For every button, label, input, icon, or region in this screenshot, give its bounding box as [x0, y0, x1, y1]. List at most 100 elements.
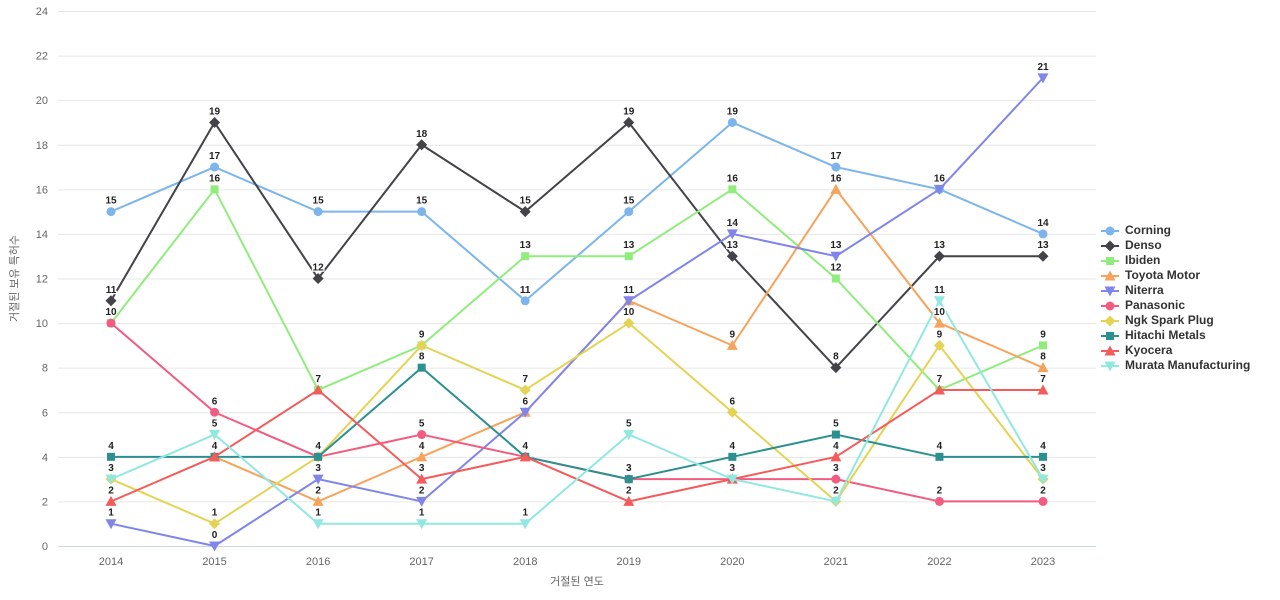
data-point-marker[interactable]	[519, 519, 531, 530]
legend-item-niterra[interactable]: Niterra	[1100, 283, 1250, 298]
data-point-marker[interactable]	[209, 541, 221, 552]
series-kyocera[interactable]	[105, 384, 1049, 506]
data-point-marker[interactable]	[210, 185, 219, 194]
legend-item-hitachi-metals[interactable]: Hitachi Metals	[1100, 328, 1250, 343]
legend-item-ibiden[interactable]: Ibiden	[1100, 253, 1250, 268]
series-ibiden[interactable]	[107, 185, 1047, 394]
data-point-marker[interactable]	[728, 185, 737, 194]
data-point-marker[interactable]	[623, 430, 635, 441]
data-point-marker[interactable]	[933, 339, 945, 351]
data-point-marker[interactable]	[105, 474, 117, 485]
data-point-marker[interactable]	[728, 452, 737, 461]
data-point-marker[interactable]	[624, 475, 633, 484]
data-point-marker[interactable]	[830, 496, 842, 507]
legend-series-marker-icon	[1101, 331, 1119, 340]
legend-item-kyocera[interactable]: Kyocera	[1100, 343, 1250, 358]
data-point-marker[interactable]	[726, 229, 738, 240]
legend-label: Ngk Spark Plug	[1125, 313, 1214, 327]
data-point-marker[interactable]	[105, 495, 117, 506]
data-point-marker[interactable]	[313, 207, 323, 217]
data-point-marker[interactable]	[623, 116, 635, 128]
data-point-marker[interactable]	[624, 252, 633, 261]
data-point-marker[interactable]	[519, 384, 531, 396]
data-point-marker[interactable]	[830, 451, 842, 462]
legend-item-corning[interactable]: Corning	[1100, 223, 1250, 238]
data-point-marker[interactable]	[623, 317, 635, 329]
data-point-marker[interactable]	[727, 117, 737, 127]
data-point-marker[interactable]	[416, 473, 428, 484]
data-point-marker[interactable]	[830, 362, 842, 374]
series-murata-manufacturing[interactable]	[105, 296, 1049, 530]
data-point-marker[interactable]	[934, 496, 944, 506]
data-point-marker[interactable]	[623, 495, 635, 506]
series-hitachi-metals[interactable]	[107, 363, 1047, 484]
data-point-marker[interactable]	[831, 430, 840, 439]
data-point-marker[interactable]	[312, 474, 324, 485]
data-point-marker[interactable]	[726, 474, 738, 485]
series-ngk-spark-plug[interactable]	[105, 317, 1049, 530]
data-point-marker[interactable]	[416, 451, 428, 462]
data-point-marker[interactable]	[831, 474, 841, 484]
data-point-marker[interactable]	[105, 519, 117, 530]
data-point-marker[interactable]	[416, 519, 428, 530]
data-point-marker[interactable]	[830, 251, 842, 262]
data-point-marker[interactable]	[209, 451, 221, 462]
legend-item-panasonic[interactable]: Panasonic	[1100, 298, 1250, 313]
data-point-marker[interactable]	[210, 407, 220, 417]
data-point-marker[interactable]	[1038, 229, 1048, 239]
data-point-marker[interactable]	[1037, 362, 1049, 373]
data-point-marker[interactable]	[416, 339, 428, 351]
data-point-marker[interactable]	[933, 184, 945, 195]
legend-item-ngk-spark-plug[interactable]: Ngk Spark Plug	[1100, 313, 1250, 328]
data-point-marker[interactable]	[933, 384, 945, 395]
legend-item-denso[interactable]: Denso	[1100, 238, 1250, 253]
data-point-marker[interactable]	[520, 296, 530, 306]
data-point-marker[interactable]	[1037, 73, 1049, 84]
data-point-marker[interactable]	[521, 252, 530, 261]
data-point-marker[interactable]	[417, 363, 426, 372]
data-point-marker[interactable]	[1037, 474, 1049, 485]
data-point-marker[interactable]	[519, 407, 531, 418]
data-point-marker[interactable]	[1038, 496, 1048, 506]
data-point-marker[interactable]	[417, 430, 427, 440]
data-point-marker[interactable]	[106, 207, 116, 217]
data-point-marker[interactable]	[935, 452, 944, 461]
legend-item-murata-manufacturing[interactable]: Murata Manufacturing	[1100, 358, 1250, 373]
data-point-marker[interactable]	[519, 451, 531, 462]
data-point-marker[interactable]	[107, 452, 115, 461]
data-point-marker[interactable]	[209, 430, 221, 441]
data-point-marker[interactable]	[312, 384, 324, 395]
data-point-marker[interactable]	[1039, 341, 1047, 350]
data-point-marker[interactable]	[831, 162, 841, 172]
data-point-marker[interactable]	[105, 295, 117, 307]
data-point-marker[interactable]	[624, 207, 634, 217]
data-point-marker[interactable]	[933, 296, 945, 307]
data-point-marker[interactable]	[210, 162, 220, 172]
data-point-marker[interactable]	[726, 250, 738, 262]
data-point-marker[interactable]	[312, 519, 324, 530]
series-denso[interactable]	[105, 116, 1049, 374]
data-point-marker[interactable]	[1037, 250, 1049, 262]
data-point-marker[interactable]	[209, 518, 221, 530]
data-point-marker[interactable]	[726, 406, 738, 418]
data-point-marker[interactable]	[209, 116, 221, 128]
data-point-marker[interactable]	[519, 206, 531, 218]
data-point-label: 3	[626, 463, 632, 474]
data-point-marker[interactable]	[623, 296, 635, 307]
data-point-marker[interactable]	[416, 139, 428, 151]
data-point-marker[interactable]	[314, 452, 323, 461]
data-point-label: 13	[1037, 240, 1049, 251]
legend-item-toyota-motor[interactable]: Toyota Motor	[1100, 268, 1250, 283]
data-point-marker[interactable]	[726, 339, 738, 350]
data-point-marker[interactable]	[416, 496, 428, 507]
data-point-marker[interactable]	[831, 274, 840, 283]
data-point-marker[interactable]	[106, 318, 116, 328]
data-point-marker[interactable]	[1039, 452, 1047, 461]
data-point-marker[interactable]	[830, 183, 842, 194]
data-point-marker[interactable]	[1037, 384, 1049, 395]
data-point-marker[interactable]	[933, 250, 945, 262]
data-point-marker[interactable]	[312, 273, 324, 284]
data-point-marker[interactable]	[312, 495, 324, 506]
data-point-marker[interactable]	[417, 207, 427, 217]
data-point-marker[interactable]	[933, 317, 945, 328]
